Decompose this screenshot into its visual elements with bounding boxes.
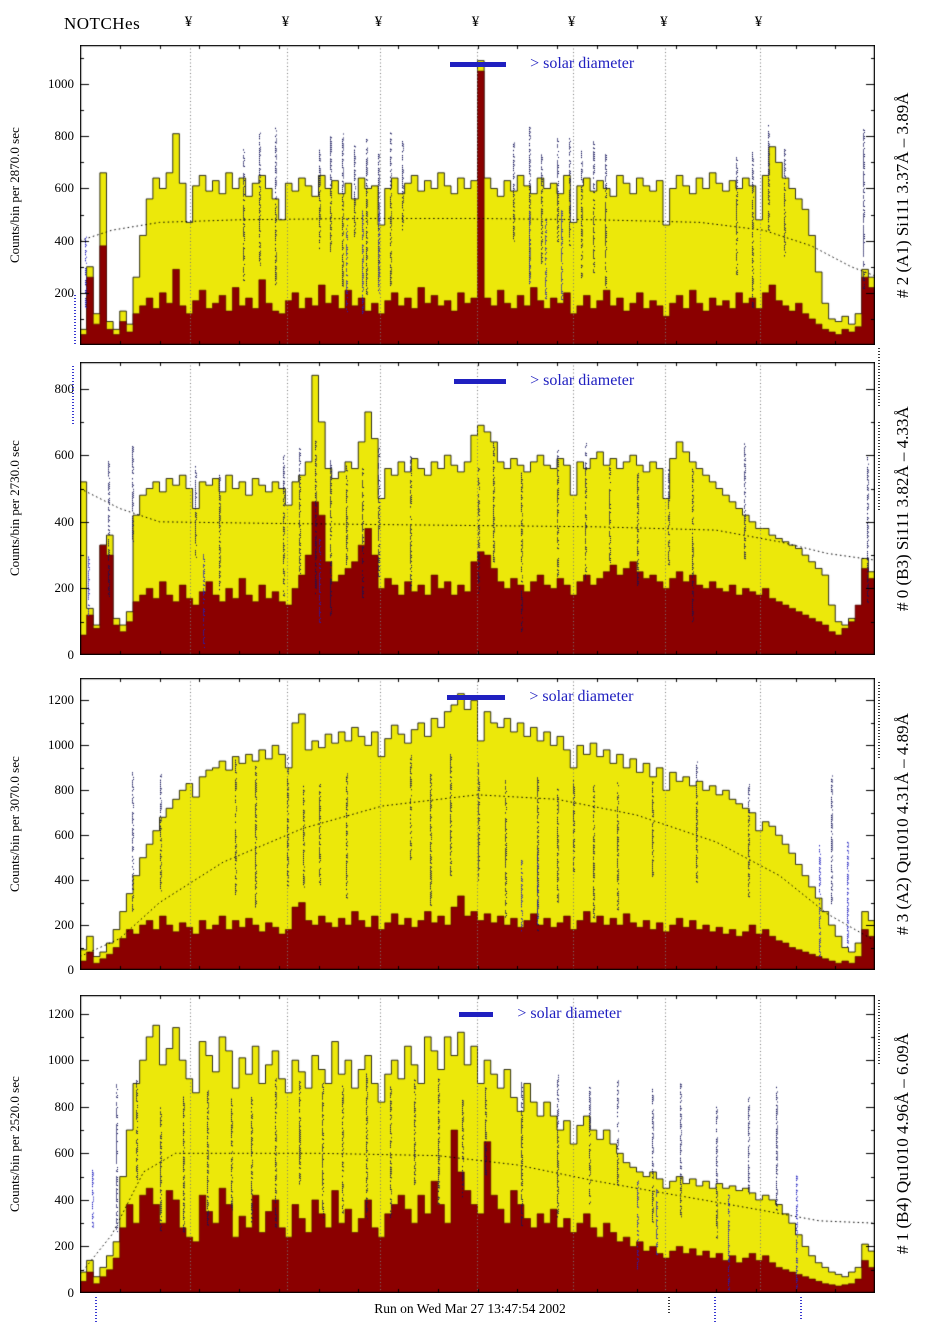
notch-marker-symbol: ¥ [567, 14, 576, 30]
notch-marker-symbol: ¥ [660, 14, 668, 30]
notches-header: NOTCHes ¥ ¥ ¥ ¥ ¥ ¥ ¥ [0, 12, 940, 38]
y-tick-label: 0 [67, 962, 75, 977]
y-tick-label: 200 [54, 1238, 75, 1254]
notch-marker-symbol: ¥ [754, 14, 763, 30]
notch-marker-symbol: ¥ [184, 14, 193, 30]
micro-annotation [878, 422, 880, 510]
micro-annotation [668, 1297, 670, 1315]
spectrum-panel-a2: Counts/bin per 3070.0 sec # 3 (A2) Qu101… [0, 678, 940, 977]
histogram-canvas [80, 995, 875, 1293]
y-tick-label: 600 [54, 180, 75, 196]
channel-label: # 1 (B4) Qu1010 4.96Å – 6.09Å [893, 1033, 912, 1255]
y-tick-label: 1200 [48, 1005, 74, 1021]
plot-area: > solar diameter [80, 995, 875, 1293]
histogram-canvas [80, 45, 875, 345]
y-tick-label: 1200 [48, 692, 74, 708]
y-axis-title: Counts/bin per 2730.0 sec [7, 440, 22, 577]
histogram-canvas [80, 362, 875, 655]
y-tick-label: 600 [54, 827, 75, 843]
micro-annotation [878, 682, 880, 760]
channel-label: # 3 (A2) Qu1010 4.31Å – 4.89Å [893, 713, 912, 935]
y-tick-label: 1000 [48, 76, 74, 92]
y-tick-label: 800 [54, 128, 75, 144]
y-axis-title: Counts/bin per 2520.0 sec [7, 1076, 22, 1212]
channel-label: # 0 (B3) Si111 3.82Å – 4.33Å [893, 406, 912, 611]
y-tick-label: 600 [54, 447, 75, 463]
notches-title: NOTCHes [64, 14, 141, 33]
notch-marker-symbol: ¥ [374, 14, 383, 30]
micro-annotation [72, 366, 74, 426]
notch-marker-symbol: ¥ [471, 14, 480, 30]
y-tick-label: 200 [54, 580, 75, 596]
y-tick-label: 200 [54, 917, 75, 933]
micro-annotation [95, 1297, 97, 1323]
y-tick-label: 400 [54, 232, 75, 248]
y-axis-title: Counts/bin per 2870.0 sec [7, 127, 22, 263]
plot-area: > solar diameter [80, 362, 875, 655]
notch-marker-symbol: ¥ [281, 14, 290, 30]
spectrum-panel-b4: Counts/bin per 2520.0 sec # 1 (B4) Qu101… [0, 995, 940, 1300]
y-tick-label: 1000 [48, 1052, 74, 1068]
run-timestamp: Run on Wed Mar 27 13:47:54 2002 [374, 1301, 566, 1316]
y-tick-label: 600 [54, 1145, 75, 1161]
y-tick-label: 0 [67, 1285, 75, 1300]
micro-annotation [74, 295, 76, 345]
spectrum-panel-b3: Counts/bin per 2730.0 sec # 0 (B3) Si111… [0, 362, 940, 662]
y-tick-label: 800 [54, 1098, 75, 1114]
y-axis-title: Counts/bin per 3070.0 sec [7, 756, 22, 892]
y-tick-label: 400 [54, 513, 75, 529]
y-tick-label: 800 [54, 380, 75, 396]
micro-annotation [878, 1000, 880, 1066]
plot-area: > solar diameter [80, 678, 875, 970]
y-tick-label: 200 [54, 284, 75, 300]
channel-label: # 2 (A1) Si111 3.37Å – 3.89Å [893, 92, 912, 298]
y-tick-label: 0 [67, 647, 75, 662]
y-tick-label: 400 [54, 872, 75, 888]
micro-annotation [714, 1297, 716, 1323]
histogram-canvas [80, 678, 875, 970]
y-tick-label: 400 [54, 1191, 75, 1207]
y-tick-label: 1000 [48, 737, 74, 753]
micro-annotation [878, 348, 880, 408]
plot-area: > solar diameter [80, 45, 875, 345]
micro-annotation [800, 1297, 802, 1319]
y-tick-label: 800 [54, 782, 75, 798]
spectrum-panel-a1: Counts/bin per 2870.0 sec # 2 (A1) Si111… [0, 45, 940, 345]
